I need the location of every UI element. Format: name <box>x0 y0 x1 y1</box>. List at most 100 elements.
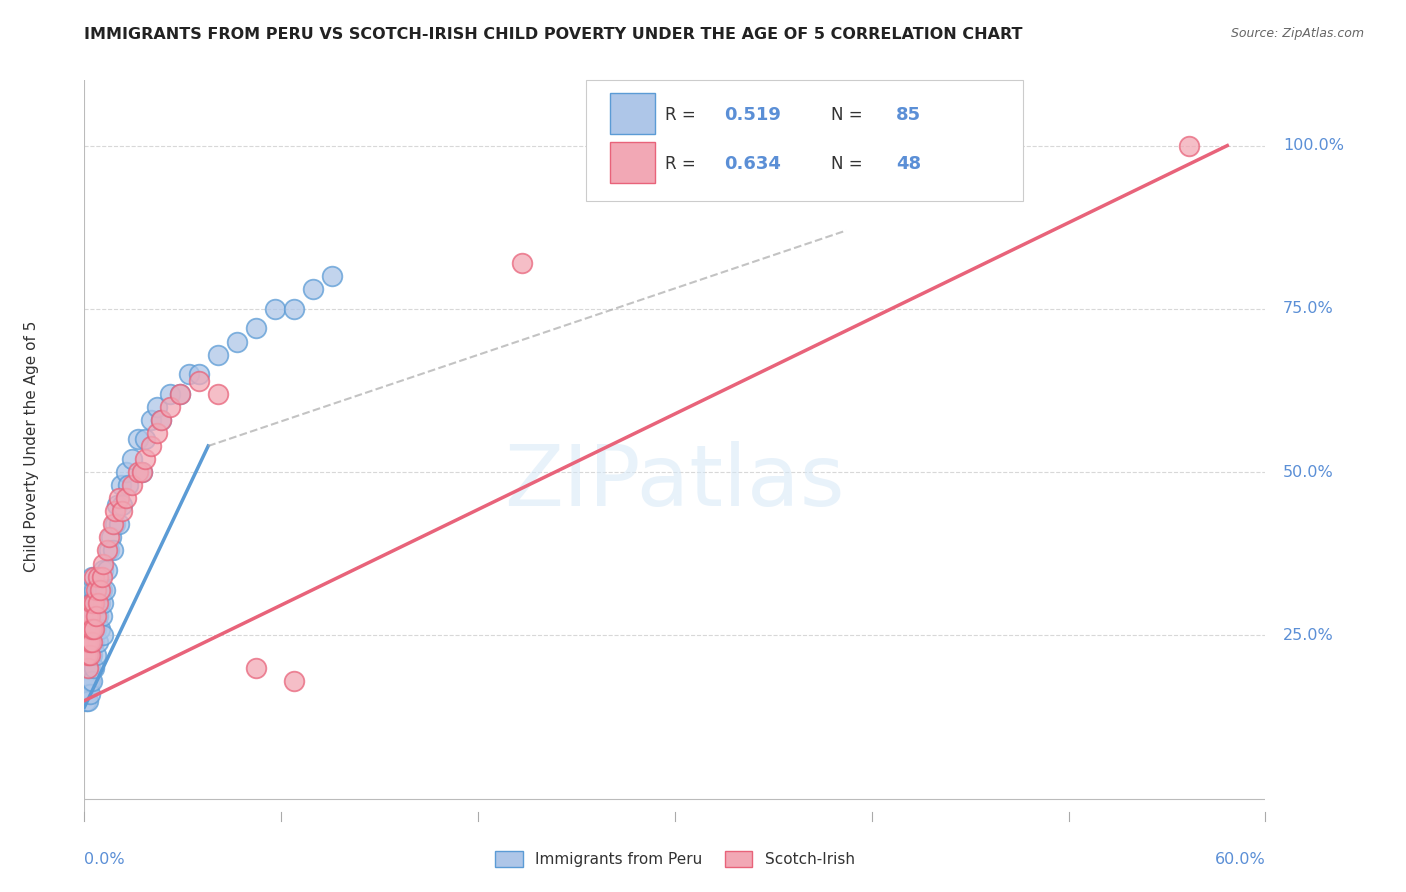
Point <box>245 321 267 335</box>
Point <box>75 655 97 669</box>
Point <box>149 413 172 427</box>
Point <box>207 348 229 362</box>
Point <box>111 504 134 518</box>
Point <box>96 563 118 577</box>
Point <box>145 425 167 440</box>
Point <box>77 635 100 649</box>
Point <box>283 301 305 316</box>
Point <box>84 596 107 610</box>
Point <box>77 641 100 656</box>
Point <box>169 386 191 401</box>
Point <box>1178 138 1201 153</box>
Point <box>104 517 127 532</box>
Point <box>77 608 100 623</box>
Bar <box>610 94 655 134</box>
Point <box>86 596 108 610</box>
Point <box>77 694 100 708</box>
Point <box>75 648 97 662</box>
Text: Source: ZipAtlas.com: Source: ZipAtlas.com <box>1230 27 1364 40</box>
Point <box>80 596 103 610</box>
Point <box>80 648 103 662</box>
Point <box>75 674 97 689</box>
Point <box>93 563 115 577</box>
Point <box>302 282 325 296</box>
Point <box>169 386 191 401</box>
Point <box>79 687 101 701</box>
Point <box>134 452 156 467</box>
Point <box>77 648 100 662</box>
Point <box>77 628 100 642</box>
Point <box>84 608 107 623</box>
Point <box>79 622 101 636</box>
Point <box>75 661 97 675</box>
Point <box>131 465 153 479</box>
Point <box>187 367 209 381</box>
Point <box>139 439 162 453</box>
Point <box>77 655 100 669</box>
Point <box>83 661 105 675</box>
Point <box>75 648 97 662</box>
Point <box>105 498 128 512</box>
Point <box>83 569 105 583</box>
Point <box>321 269 343 284</box>
Point <box>77 661 100 675</box>
Text: 85: 85 <box>896 105 921 124</box>
Point <box>83 608 105 623</box>
Text: Child Poverty Under the Age of 5: Child Poverty Under the Age of 5 <box>24 320 39 572</box>
Point <box>94 582 117 597</box>
Text: 0.0%: 0.0% <box>84 852 125 867</box>
Text: R =: R = <box>665 105 702 124</box>
Point <box>75 641 97 656</box>
Point <box>86 608 108 623</box>
Point <box>127 465 149 479</box>
Point <box>84 648 107 662</box>
Point <box>107 517 129 532</box>
Text: 0.634: 0.634 <box>724 155 782 173</box>
Point <box>75 661 97 675</box>
Point <box>75 648 97 662</box>
Point <box>75 622 97 636</box>
Point <box>77 674 100 689</box>
Point <box>80 674 103 689</box>
Point <box>93 557 115 571</box>
Point <box>89 622 111 636</box>
Point <box>263 301 285 316</box>
Point <box>90 582 112 597</box>
Point <box>79 674 101 689</box>
Point <box>98 530 121 544</box>
FancyBboxPatch shape <box>586 80 1024 201</box>
Point <box>75 635 97 649</box>
Point <box>77 661 100 675</box>
Point <box>134 433 156 447</box>
Point <box>77 681 100 695</box>
Text: ZIPatlas: ZIPatlas <box>505 441 845 524</box>
Point <box>83 582 105 597</box>
Point <box>145 400 167 414</box>
Point <box>84 622 107 636</box>
Point <box>79 648 101 662</box>
Point <box>86 569 108 583</box>
Point <box>115 465 138 479</box>
Point <box>80 596 103 610</box>
Point <box>121 478 143 492</box>
Point <box>207 386 229 401</box>
Point <box>139 413 162 427</box>
Point <box>80 622 103 636</box>
Point <box>245 661 267 675</box>
Point <box>110 478 132 492</box>
Point <box>75 635 97 649</box>
Point <box>86 635 108 649</box>
Text: 50.0%: 50.0% <box>1284 465 1334 480</box>
Point <box>77 635 100 649</box>
Text: 60.0%: 60.0% <box>1215 852 1265 867</box>
Point <box>79 622 101 636</box>
Point <box>80 569 103 583</box>
Point <box>79 596 101 610</box>
Point <box>283 674 305 689</box>
Point <box>79 635 101 649</box>
Point <box>75 667 97 681</box>
Point <box>79 635 101 649</box>
Point <box>90 569 112 583</box>
Point <box>111 498 134 512</box>
Point <box>90 608 112 623</box>
